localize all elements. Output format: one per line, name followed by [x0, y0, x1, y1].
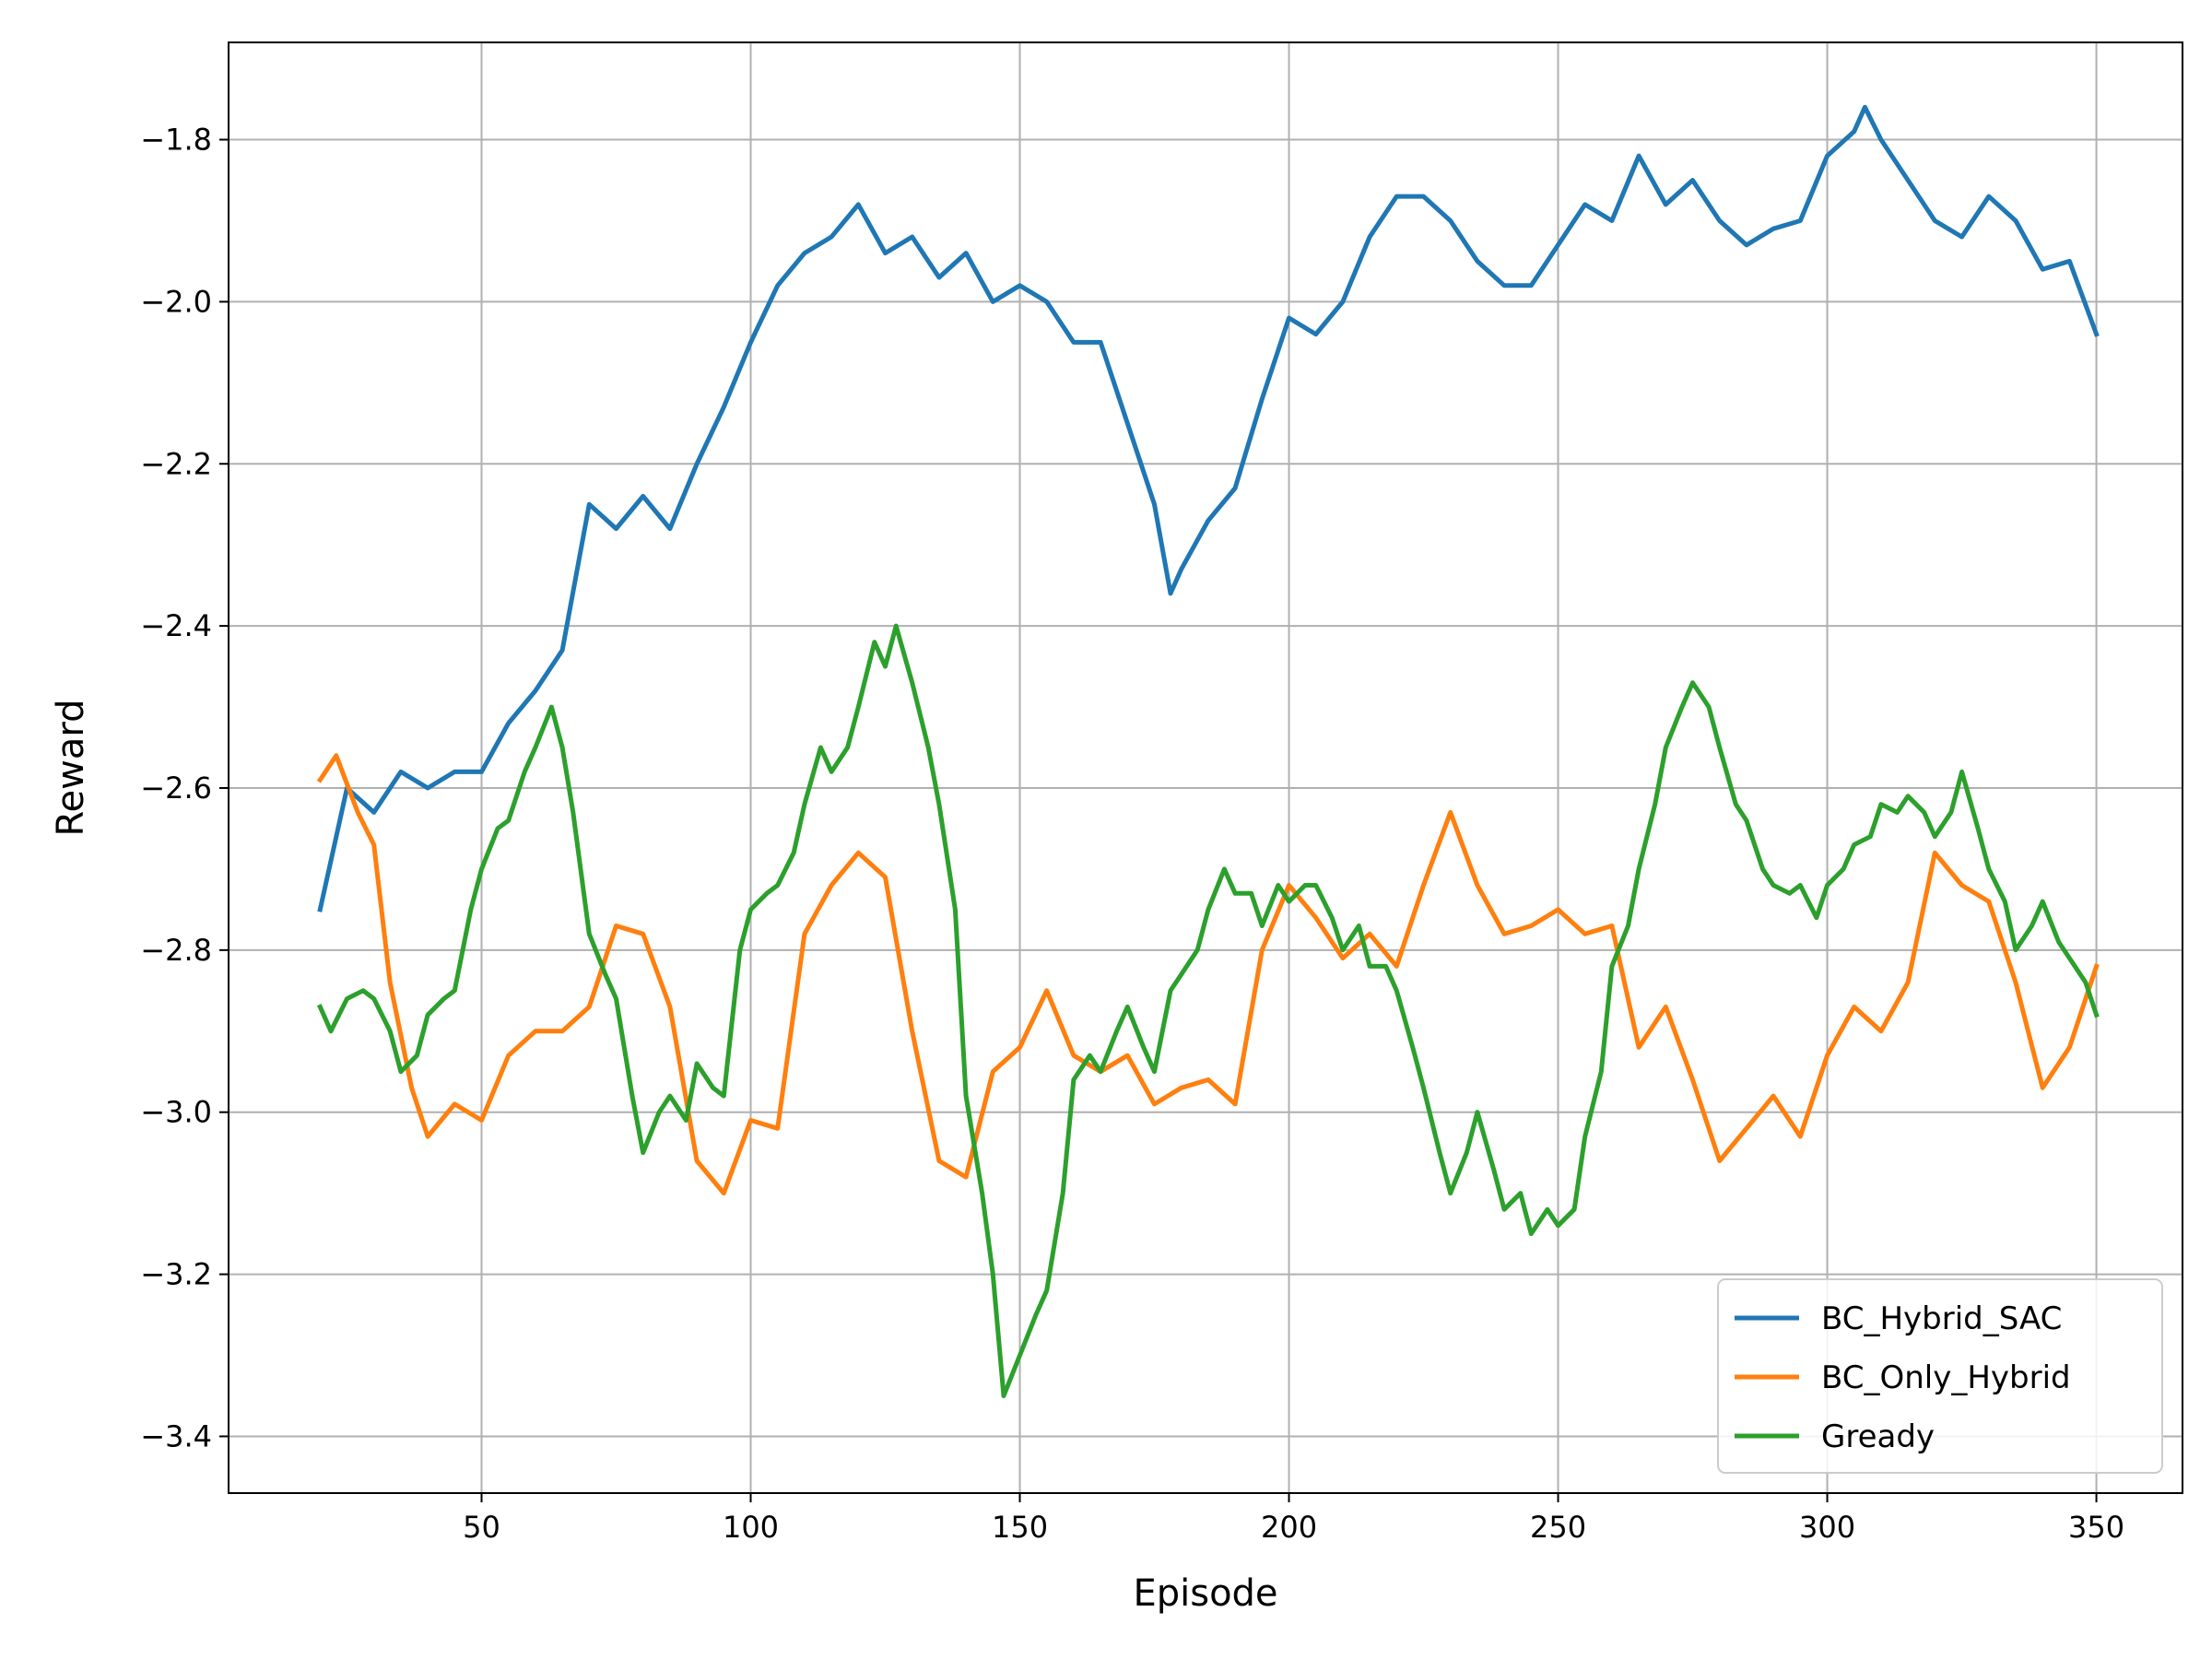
x-tick-label: 300: [1799, 1510, 1855, 1545]
x-tick-label: 200: [1261, 1510, 1317, 1545]
y-tick-label: −2.8: [140, 933, 212, 968]
x-tick-label: 250: [1530, 1510, 1586, 1545]
series-line-bc-only-hybrid: [316, 753, 2100, 1196]
legend-label: BC_Only_Hybrid: [1821, 1359, 2071, 1396]
legend: BC_Hybrid_SAC BC_Only_Hybrid Gready: [1717, 1278, 2163, 1474]
y-axis-ticks: −3.4 −3.2 −3.0 −2.8 −2.6 −2.4 −2.2 −2.0 −1.8: [140, 123, 229, 1453]
x-tick-label: 150: [992, 1510, 1048, 1545]
y-tick-label: −3.2: [140, 1257, 212, 1292]
x-axis-ticks: 50 100 150 200 250 300 350: [463, 1493, 2124, 1545]
y-tick-label: −3.0: [140, 1095, 212, 1130]
plot-frame: [228, 41, 2183, 1494]
y-axis-title: Reward: [50, 700, 92, 837]
y-tick-label: −2.0: [140, 284, 212, 319]
x-tick-label: 100: [723, 1510, 779, 1545]
legend-label: BC_Hybrid_SAC: [1821, 1300, 2062, 1337]
x-tick-label: 50: [463, 1510, 500, 1545]
y-tick-label: −1.8: [140, 123, 212, 158]
x-tick-label: 350: [2068, 1510, 2124, 1545]
plot-lines: [316, 104, 2100, 1398]
legend-label: Gready: [1821, 1418, 1935, 1455]
series-line-bc-hybrid-sac: [317, 104, 2100, 912]
x-axis-title: Episode: [1133, 1572, 1277, 1615]
y-tick-label: −3.4: [140, 1418, 212, 1453]
legend-box: [1717, 1278, 2163, 1474]
y-tick-label: −2.4: [140, 608, 212, 643]
y-tick-label: −2.6: [140, 771, 212, 806]
y-tick-label: −2.2: [140, 446, 212, 481]
series-line-gready: [317, 623, 2100, 1398]
